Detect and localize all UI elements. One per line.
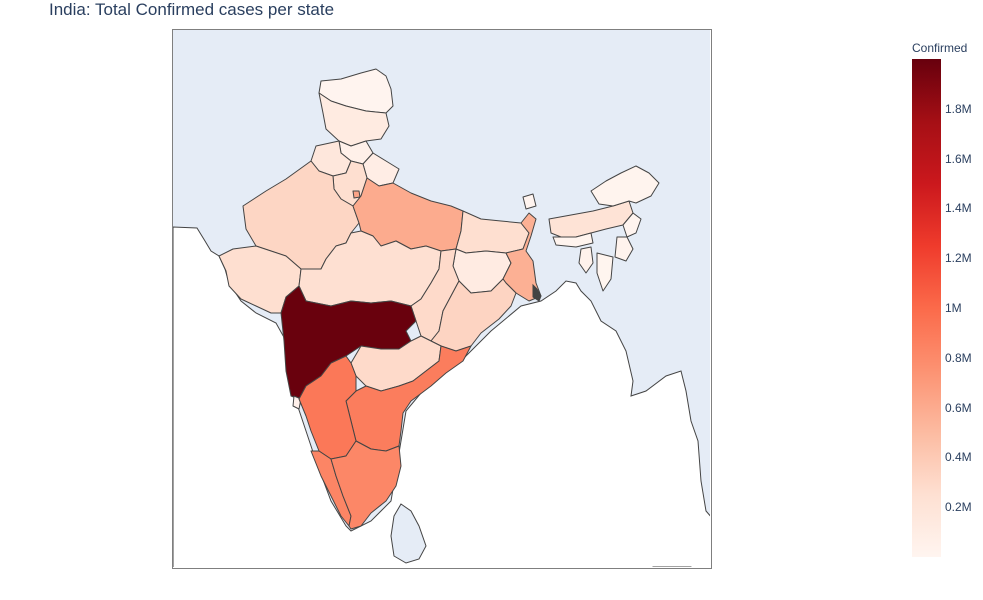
colorbar-tick-label: 0.4M [945,450,972,465]
colorbar-tick-label: 0.6M [945,400,972,415]
colorbar-tick-label: 1.2M [945,251,972,266]
bangladesh-outline [532,283,542,302]
colorbar-tick-label: 0.2M [945,500,972,515]
colorbar-tick-label: 1.8M [945,101,972,116]
state-tamil-nadu[interactable] [330,440,402,530]
state-nagaland[interactable] [622,212,642,238]
map-frame[interactable] [172,29,712,569]
colorbar-title: Confirmed [912,41,968,55]
map-title: India: Total Confirmed cases per state [49,0,335,19]
colorbar [912,59,941,557]
sri-lanka [390,503,427,564]
states-layer[interactable] [218,68,660,530]
state-meghalaya[interactable] [552,232,594,248]
colorbar-gradient [912,59,941,557]
state-mizoram[interactable] [596,252,614,292]
state-sikkim[interactable] [522,193,537,210]
state-karnataka[interactable] [298,355,357,460]
state-delhi[interactable] [352,190,361,199]
colorbar-tick-label: 1M [945,301,962,315]
colorbar-tick-label: 1.4M [945,201,972,216]
state-arunachal-pradesh[interactable] [590,165,660,207]
state-tripura[interactable] [578,246,594,274]
state-west-bengal[interactable] [502,212,542,302]
india-map[interactable] [173,30,710,567]
state-manipur[interactable] [614,236,634,262]
colorbar-tick-label: 0.8M [945,350,972,365]
landmass-west [173,226,710,567]
state-odisha[interactable] [430,278,517,352]
state-jammu-and-kashmir[interactable] [318,92,390,147]
colorbar-tick-label: 1.6M [945,151,972,166]
